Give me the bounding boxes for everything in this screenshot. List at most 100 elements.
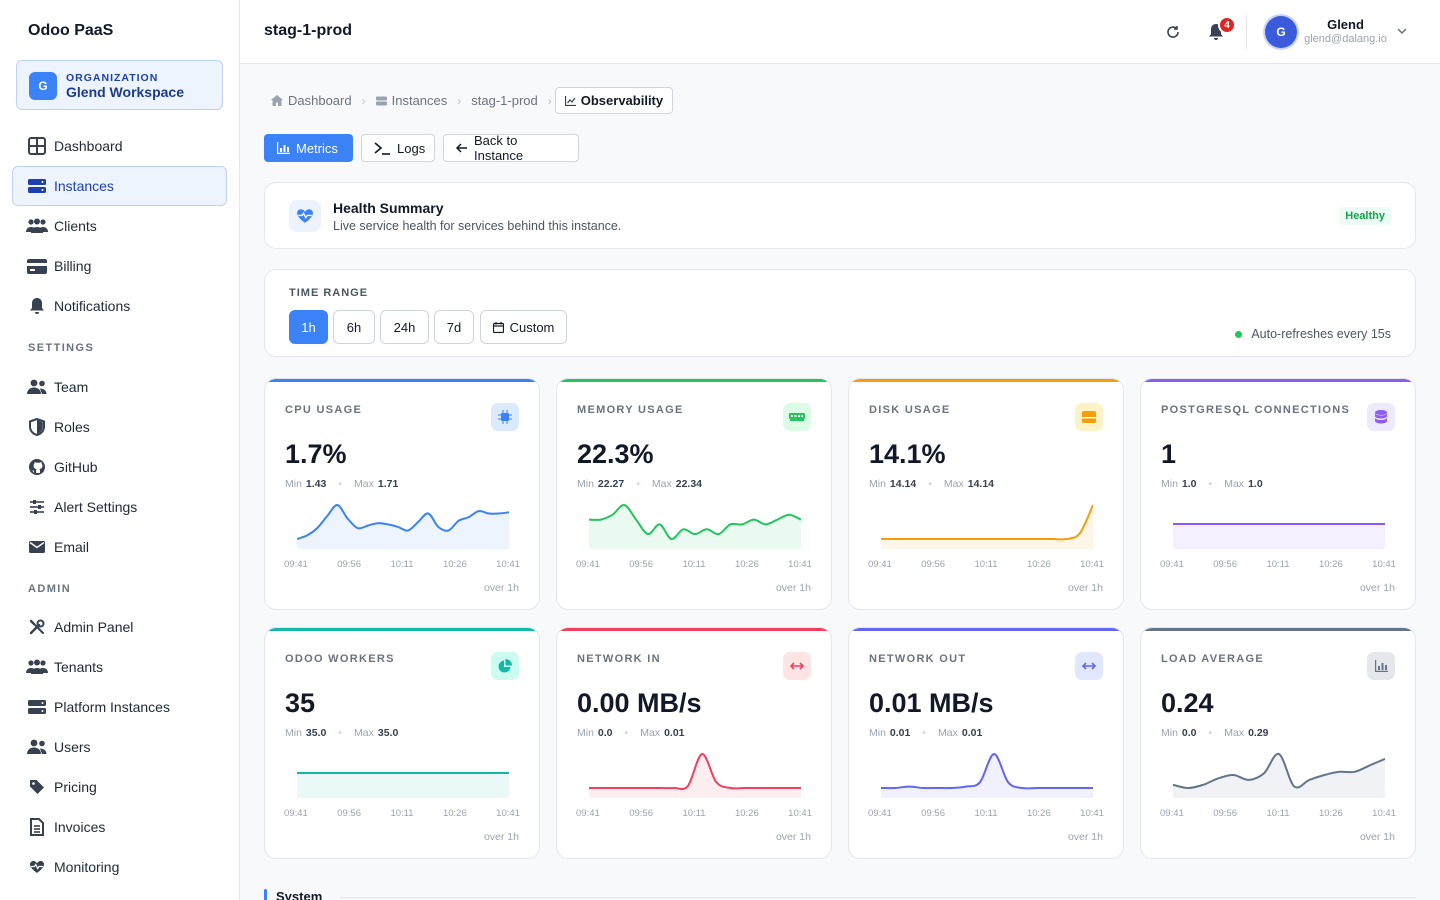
cpu-usage-card: CPU USAGE 1.7% Min 1.43 • Max 1.71 09:41 09…	[264, 378, 540, 610]
time-axis: 09:41 09:56 10:11 10:26 10:41	[284, 559, 520, 570]
metric-min-max: Min 0.0 • Max 0.29	[1161, 727, 1269, 739]
metric-label: MEMORY USAGE	[577, 404, 684, 416]
server-icon	[375, 96, 387, 106]
sidebar-item-label: Tenants	[54, 659, 104, 675]
time-tick: 10:11	[1266, 559, 1290, 570]
sidebar-item-label: Invoices	[54, 819, 106, 835]
metric-value: 1	[1161, 439, 1177, 469]
sidebar-item-label: Notifications	[54, 298, 131, 314]
sidebar-item-invoices[interactable]: Invoices	[12, 807, 227, 847]
time-tick: 10:26	[1318, 559, 1343, 570]
time-tick: 09:56	[337, 808, 361, 819]
tab-label: Back to Instance	[474, 133, 524, 163]
user-avatar[interactable]: G	[1265, 16, 1297, 48]
sparkline-area	[881, 754, 1093, 798]
sparkline-area	[589, 753, 801, 798]
custom-label: Custom	[509, 319, 555, 335]
dot-separator: •	[636, 478, 640, 490]
refresh-button[interactable]	[1161, 20, 1185, 44]
pie-icon	[491, 652, 519, 680]
breadcrumb-separator: ›	[547, 93, 552, 108]
metric-max: 1.71	[377, 478, 399, 490]
sidebar-item-notifications[interactable]: Notifications	[12, 286, 227, 326]
sidebar-item-github[interactable]: GitHub	[12, 447, 227, 487]
server-icon	[26, 175, 48, 197]
dot-separator: •	[922, 727, 927, 739]
sparkline-line	[589, 505, 801, 539]
sidebar-item-label: Monitoring	[54, 859, 120, 875]
time-range-7d[interactable]: 7d	[434, 310, 474, 344]
back-to-instance-button[interactable]: Back to Instance	[443, 133, 579, 163]
time-range-1h[interactable]: 1h	[289, 310, 328, 344]
sidebar-item-tenants[interactable]: Tenants	[12, 647, 227, 687]
org-switcher[interactable]: G ORGANIZATION Glend Workspace	[16, 60, 223, 110]
breadcrumb-label: stag-1-prod	[471, 93, 538, 108]
time-tick: 10:26	[1026, 808, 1051, 819]
breadcrumb-dashboard[interactable]: Dashboard	[264, 87, 359, 114]
sidebar-item-monitoring[interactable]: Monitoring	[12, 847, 227, 887]
sidebar-item-billing[interactable]: Billing	[12, 246, 227, 286]
metric-min: 22.27	[597, 478, 625, 490]
arrows-horizontal-icon	[783, 652, 811, 680]
chevron-down-icon[interactable]	[1395, 24, 1409, 38]
heart-pulse-icon	[289, 200, 321, 232]
health-title: Health Summary	[333, 200, 444, 216]
metric-window: over 1h	[1359, 582, 1395, 594]
sidebar-item-pricing[interactable]: Pricing	[12, 767, 227, 807]
metric-max-label: Max	[354, 478, 374, 490]
time-range-custom[interactable]: Custom	[480, 310, 567, 344]
metric-min-label: Min	[577, 727, 594, 739]
tab-logs[interactable]: Logs	[361, 134, 435, 162]
sidebar-item-alert-settings[interactable]: Alert Settings	[12, 487, 227, 527]
sidebar-item-users[interactable]: Users	[12, 727, 227, 767]
sidebar-item-team[interactable]: Team	[12, 367, 227, 407]
sidebar-item-admin-panel[interactable]: Admin Panel	[12, 607, 227, 647]
bell-icon	[26, 295, 48, 317]
metric-max: 0.29	[1248, 727, 1269, 739]
tab-metrics[interactable]: Metrics	[264, 134, 353, 162]
time-tick: 10:26	[734, 559, 759, 570]
server-icon	[26, 696, 48, 718]
load-average-card: LOAD AVERAGE 0.24 Min 0.0 • Max 0.29 09:41…	[1140, 627, 1416, 859]
sidebar-item-platform-instances[interactable]: Platform Instances	[12, 687, 227, 727]
breadcrumb-instance[interactable]: stag-1-prod	[464, 87, 544, 114]
user-name[interactable]: Glend	[1327, 17, 1364, 32]
time-axis: 09:41 09:56 10:11 10:26 10:41	[576, 808, 812, 819]
sparkline-area	[881, 505, 1093, 549]
time-range-card: TIME RANGE 1h 6h 24h 7d Custom Auto-refr…	[264, 269, 1416, 357]
time-tick: 09:41	[284, 559, 308, 570]
tools-icon	[26, 616, 48, 638]
breadcrumb-instances[interactable]: Instances	[369, 87, 455, 114]
health-summary-card: Health Summary Live service health for s…	[264, 182, 1416, 249]
sidebar-item-label: Platform Instances	[54, 699, 170, 715]
team-icon	[26, 736, 48, 758]
time-range-6h[interactable]: 6h	[333, 310, 375, 344]
time-tick: 09:41	[1160, 559, 1184, 570]
breadcrumb-label: Observability	[580, 93, 664, 108]
odoo-workers-card: ODOO WORKERS 35 Min 35.0 • Max 35.0 09:41 0…	[264, 627, 540, 859]
metric-max-label: Max	[651, 478, 672, 490]
postgresql-connections-card: POSTGRESQL CONNECTIONS 1 Min 1.0 • Max 1.0…	[1140, 378, 1416, 610]
metric-value: 14.1%	[869, 439, 946, 469]
sidebar-item-clients[interactable]: Clients	[12, 206, 227, 246]
time-range-24h[interactable]: 24h	[380, 310, 429, 344]
section-title: System	[276, 888, 323, 900]
time-tick: 09:56	[1213, 559, 1237, 570]
metric-window: over 1h	[775, 582, 811, 594]
memory-icon	[783, 403, 811, 431]
sidebar-item-instances[interactable]: Instances	[12, 166, 227, 206]
metric-window: over 1h	[775, 831, 811, 843]
network-out-card: NETWORK OUT 0.01 MB/s Min 0.01 • Max 0.01 …	[848, 627, 1124, 859]
sidebar-item-roles[interactable]: Roles	[12, 407, 227, 447]
invoice-icon	[26, 816, 48, 838]
sidebar-item-dashboard[interactable]: Dashboard	[12, 126, 227, 166]
sidebar-item-email[interactable]: Email	[12, 527, 227, 567]
time-tick: 09:56	[629, 559, 653, 570]
sidebar-item-label: Pricing	[54, 779, 97, 795]
tab-label: Metrics	[296, 140, 338, 156]
sparkline-chart	[881, 499, 1093, 549]
notifications-button[interactable]: 4	[1204, 16, 1236, 44]
metric-accent-bar	[1141, 628, 1415, 631]
sparkline-line	[589, 754, 801, 789]
breadcrumb-separator: ›	[457, 93, 462, 108]
